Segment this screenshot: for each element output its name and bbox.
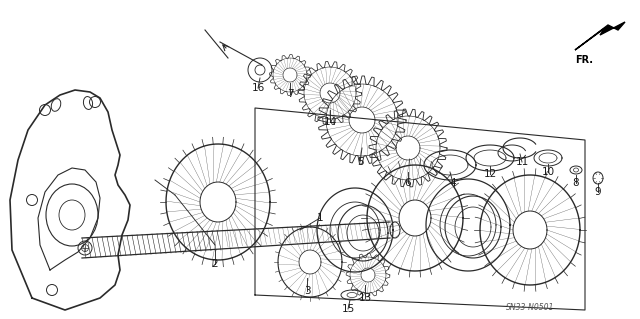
Text: 9: 9 xyxy=(595,187,602,197)
Text: 1: 1 xyxy=(317,213,323,223)
Text: 13: 13 xyxy=(358,293,372,303)
Text: 8: 8 xyxy=(573,178,579,188)
Text: 14: 14 xyxy=(323,117,337,127)
Text: 10: 10 xyxy=(541,167,555,177)
Text: 7: 7 xyxy=(287,89,293,99)
Text: 4: 4 xyxy=(450,178,456,188)
Text: SN33-N0501: SN33-N0501 xyxy=(506,303,554,313)
Text: 15: 15 xyxy=(341,304,355,314)
Text: 11: 11 xyxy=(515,157,529,167)
Text: 5: 5 xyxy=(356,157,364,167)
Polygon shape xyxy=(575,22,625,50)
Text: 2: 2 xyxy=(212,259,218,269)
Text: 16: 16 xyxy=(252,83,264,93)
Text: FR.: FR. xyxy=(575,55,593,65)
Text: 6: 6 xyxy=(404,178,412,188)
Text: 12: 12 xyxy=(483,169,497,179)
Text: 3: 3 xyxy=(304,286,310,296)
